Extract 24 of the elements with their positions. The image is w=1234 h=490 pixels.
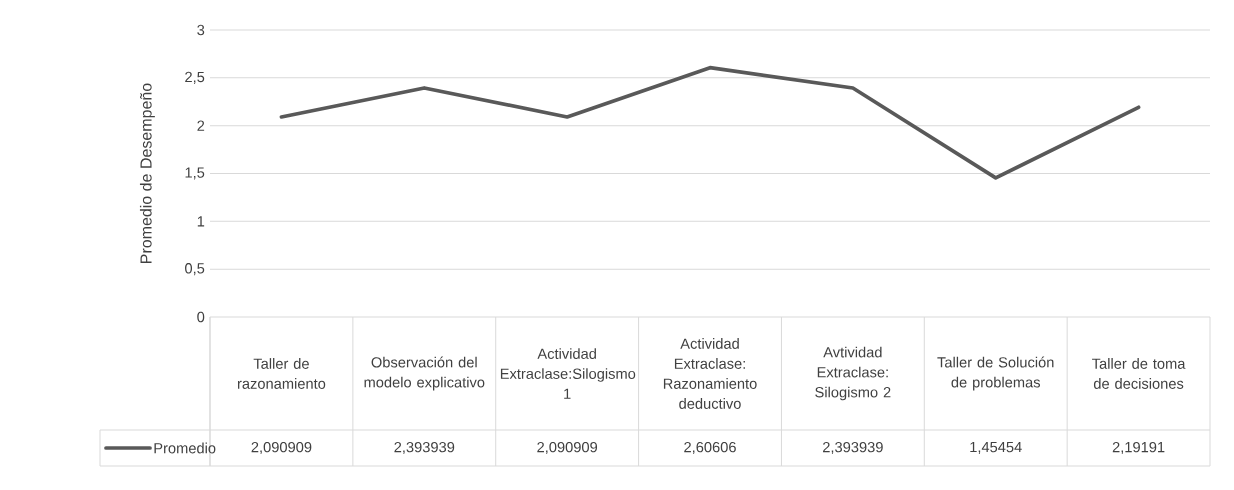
line-series — [279, 65, 1141, 180]
x-tick-label: Actividad Extraclase:Silogismo 1 — [500, 348, 636, 399]
data-label: 1,45454 — [970, 442, 1022, 454]
data-label: 2,090909 — [251, 441, 312, 455]
x-tick-label: Taller de razonamiento — [237, 358, 326, 389]
data-label: 2,60606 — [684, 441, 736, 455]
y-tick-label: 0 — [197, 311, 205, 323]
y-tick-label: 3 — [197, 24, 205, 36]
data-label: 2,393939 — [394, 441, 455, 455]
y-tick-label: 1 — [197, 216, 205, 227]
x-tick-label: Taller de Solución de problemas — [937, 356, 1054, 391]
y-axis-title: Promedio de Desempeño — [139, 83, 155, 263]
y-tick-label: 2 — [197, 120, 205, 131]
x-tick-label: Avtividad Extraclase: Silogismo 2 — [815, 346, 891, 401]
x-tick-label: Observación del modelo explicativo — [364, 356, 485, 391]
x-tick-label: Taller de toma de decisiones — [1092, 358, 1186, 389]
y-tick-label: 1,5 — [185, 167, 205, 180]
data-label: 2,393939 — [823, 441, 883, 455]
y-tick-label: 2,5 — [185, 71, 205, 84]
y-tick-label: 0,5 — [185, 263, 205, 276]
data-label: 2,19191 — [1112, 441, 1165, 455]
data-label: 2,090909 — [537, 441, 598, 455]
x-tick-label: Actividad Extraclase: Razonamiento deductivo — [663, 338, 757, 409]
legend-label: Promedio — [154, 442, 216, 454]
